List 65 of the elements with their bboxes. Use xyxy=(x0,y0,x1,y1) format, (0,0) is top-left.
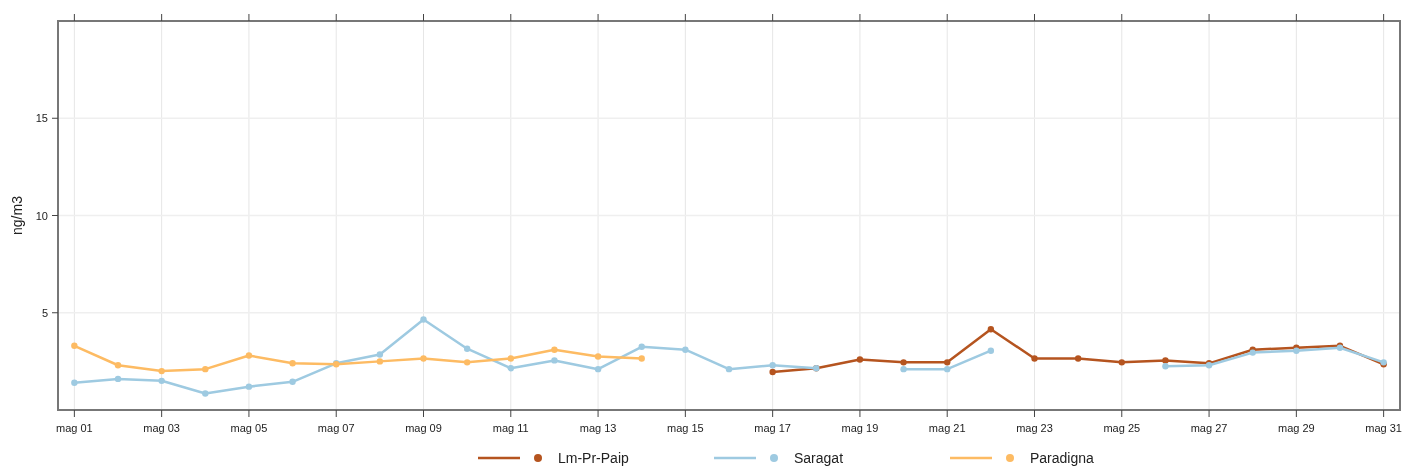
point xyxy=(900,365,907,373)
point xyxy=(114,375,122,383)
x-tick-label: mag 03 xyxy=(143,422,180,434)
x-tick-label: mag 29 xyxy=(1278,422,1315,434)
x-tick-label: mag 07 xyxy=(317,422,355,434)
point xyxy=(551,346,558,353)
point xyxy=(376,358,384,365)
x-tick-label: mag 17 xyxy=(754,422,791,434)
x-tick-label: mag 31 xyxy=(1365,422,1402,434)
point xyxy=(376,351,384,358)
y-tick-label: 10 xyxy=(35,209,48,222)
point xyxy=(638,355,645,362)
point xyxy=(202,390,209,397)
point xyxy=(769,368,776,376)
point xyxy=(987,326,995,333)
point xyxy=(245,383,253,390)
point xyxy=(725,365,733,373)
point xyxy=(463,345,471,352)
point xyxy=(1162,357,1169,364)
point xyxy=(463,359,471,366)
point xyxy=(1031,355,1038,362)
point xyxy=(71,379,78,386)
point xyxy=(594,353,602,360)
point xyxy=(900,359,907,366)
y-axis-title: ng/m3 xyxy=(9,195,25,235)
point xyxy=(944,359,951,366)
point xyxy=(987,347,995,354)
point xyxy=(420,316,427,323)
x-tick-label: mag 15 xyxy=(667,422,704,434)
x-tick-label: mag 27 xyxy=(1190,422,1228,434)
x-tick-label: mag 25 xyxy=(1103,422,1141,434)
point xyxy=(420,355,427,362)
point xyxy=(507,364,514,372)
x-tick-label: mag 01 xyxy=(56,422,93,434)
point xyxy=(245,352,253,359)
y-tick-label: 5 xyxy=(41,306,48,319)
point xyxy=(769,362,776,369)
point xyxy=(1118,359,1125,366)
y-tick-label: 15 xyxy=(35,112,48,125)
point xyxy=(114,362,122,369)
legend-label: Paradigna xyxy=(1030,450,1095,466)
point xyxy=(71,342,78,350)
point xyxy=(551,357,558,364)
legend-label: Lm-Pr-Paip xyxy=(558,450,630,466)
point xyxy=(944,365,951,373)
point xyxy=(289,360,296,367)
point xyxy=(594,365,602,373)
point xyxy=(158,367,165,375)
point xyxy=(1162,363,1169,370)
point xyxy=(682,346,689,353)
x-tick-label: mag 23 xyxy=(1016,422,1053,434)
x-tick-label: mag 13 xyxy=(579,422,617,434)
legend-label: Saragat xyxy=(794,450,844,466)
point xyxy=(158,377,165,385)
point xyxy=(202,365,209,373)
point xyxy=(856,356,864,363)
x-tick-label: mag 05 xyxy=(230,422,268,434)
x-tick-label: mag 19 xyxy=(841,422,879,434)
x-tick-label: mag 11 xyxy=(492,422,529,434)
x-tick-label: mag 09 xyxy=(405,422,442,434)
x-tick-label: mag 21 xyxy=(928,422,966,434)
point xyxy=(507,355,514,362)
point xyxy=(638,343,645,350)
point xyxy=(1074,355,1082,362)
point xyxy=(289,378,296,385)
